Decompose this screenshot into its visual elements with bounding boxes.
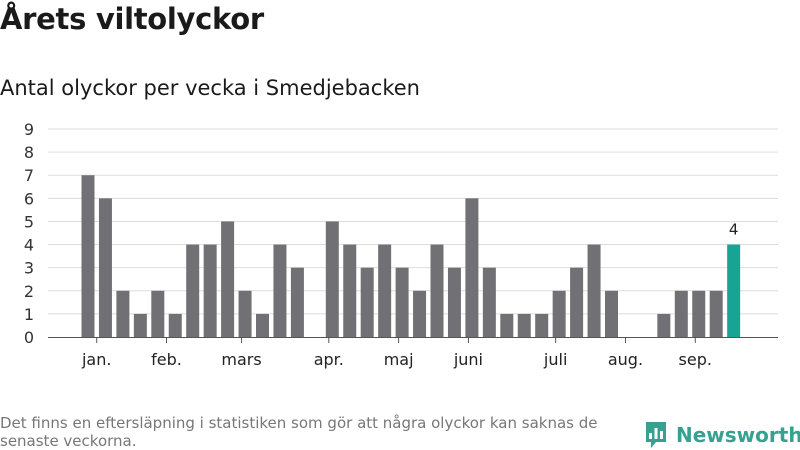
bar — [674, 290, 688, 337]
footnote: Det finns en eftersläpning i statistiken… — [0, 414, 598, 450]
bar — [395, 267, 409, 337]
bar — [81, 175, 95, 337]
y-tick-label: 0 — [24, 328, 34, 347]
bar — [325, 221, 339, 337]
x-tick-label: juli — [543, 350, 567, 369]
chart-subtitle: Antal olyckor per vecka i Smedjebacken — [0, 76, 420, 100]
bar — [290, 267, 304, 337]
y-tick-label: 2 — [24, 282, 34, 301]
chart-title: Årets viltolyckor — [0, 2, 264, 36]
bar — [430, 244, 444, 337]
bar — [482, 267, 496, 337]
bar-chart: 0 1 2 3 4 5 6 7 8 9 jan. feb. mars apr. maj juni juli aug… — [24, 120, 778, 369]
x-tick-label: sep. — [679, 350, 712, 369]
bar — [360, 267, 374, 337]
bar — [587, 244, 601, 337]
x-tick-label: feb. — [151, 350, 182, 369]
x-tick-label: apr. — [314, 350, 344, 369]
bar-chart-icon — [646, 422, 666, 448]
bar — [221, 221, 235, 337]
bar — [133, 313, 147, 337]
x-tick-label: maj — [384, 350, 414, 369]
bar — [709, 290, 723, 337]
x-tick-label: mars — [221, 350, 261, 369]
bar — [605, 290, 618, 337]
bar — [168, 313, 182, 337]
bar — [500, 313, 514, 337]
data-label: 4 — [729, 221, 739, 239]
y-tick-label: 5 — [24, 212, 34, 231]
bar — [343, 244, 357, 337]
y-tick-label: 3 — [24, 259, 34, 278]
y-tick-label: 4 — [24, 236, 34, 255]
bar — [692, 290, 706, 337]
bar — [151, 290, 165, 337]
bar — [465, 198, 479, 337]
bar — [570, 267, 584, 337]
bar — [378, 244, 392, 337]
bar — [517, 313, 531, 337]
bar — [447, 267, 461, 337]
bar — [657, 313, 671, 337]
bar — [552, 290, 566, 337]
bar — [203, 244, 217, 337]
y-tick-label: 8 — [24, 143, 34, 162]
brand-logo[interactable]: Newsworthy — [644, 420, 800, 450]
bar — [238, 290, 252, 337]
brand-name: Newsworthy — [676, 423, 800, 447]
bar — [273, 244, 287, 337]
bar — [98, 198, 112, 337]
bar — [413, 290, 427, 337]
x-tick-label: aug. — [608, 350, 643, 369]
bar — [535, 313, 549, 337]
y-tick-label: 9 — [24, 120, 34, 139]
x-tick-label: jan. — [81, 350, 111, 369]
y-tick-label: 7 — [24, 166, 34, 185]
bar — [116, 290, 130, 337]
bar — [256, 313, 269, 337]
bar — [186, 244, 200, 337]
bar-highlight — [727, 244, 741, 337]
x-tick-label: juni — [453, 350, 483, 369]
y-tick-label: 6 — [24, 189, 34, 208]
y-tick-label: 1 — [24, 305, 34, 324]
